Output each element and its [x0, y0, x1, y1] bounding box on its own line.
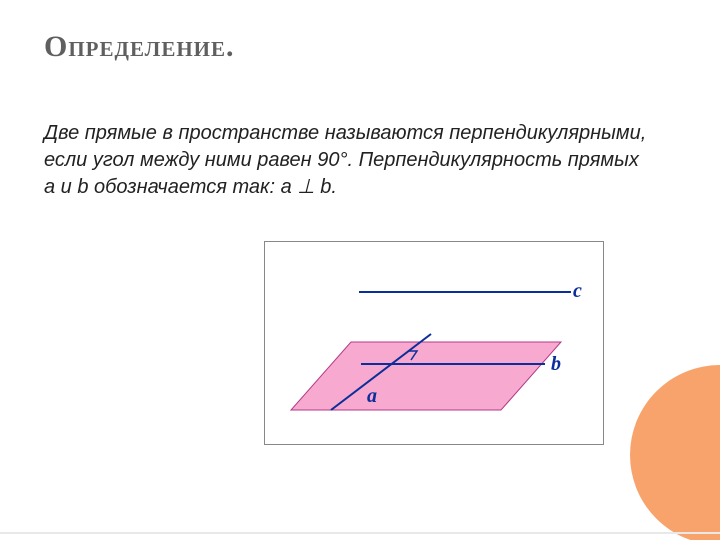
label-b: b: [551, 353, 561, 375]
perpendicular-lines-figure: c b a: [264, 241, 604, 445]
accent-circle: [630, 365, 720, 540]
diagram-svg: c b a: [271, 250, 597, 430]
bottom-rule: [0, 532, 720, 534]
label-c: c: [573, 280, 582, 302]
label-a: a: [367, 385, 377, 407]
definition-paragraph: Две прямые в пространстве называются пер…: [44, 120, 654, 201]
plane-polygon: [291, 342, 561, 410]
slide: Определение. Две прямые в пространстве н…: [0, 0, 720, 540]
slide-title: Определение.: [44, 30, 676, 64]
